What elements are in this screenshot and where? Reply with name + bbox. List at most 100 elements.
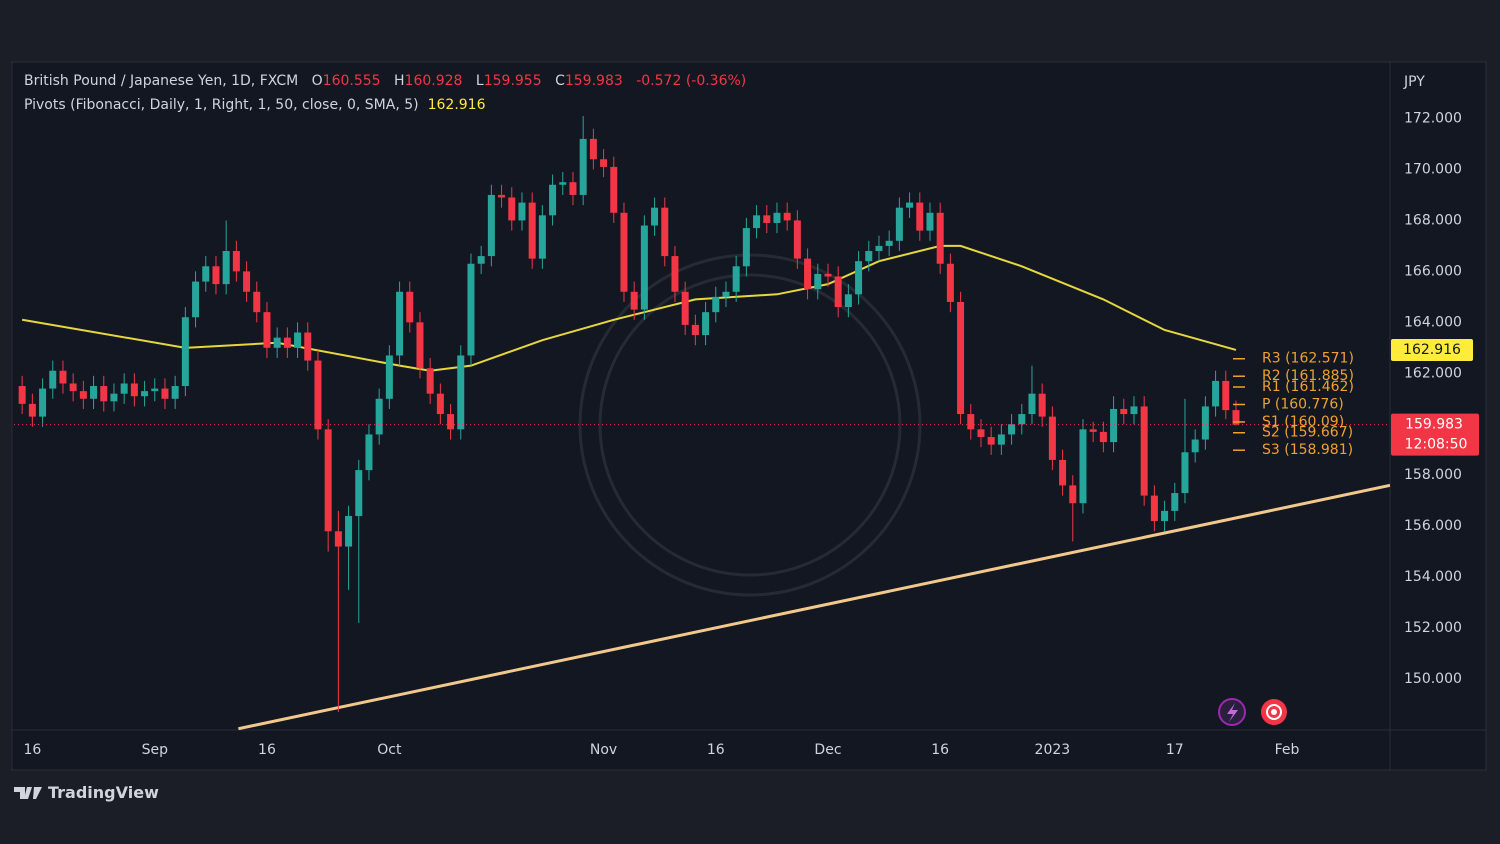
symbol: British Pound / Japanese Yen, 1D, FXCM bbox=[24, 73, 299, 89]
candle-body bbox=[1171, 493, 1179, 511]
candle-body bbox=[742, 228, 750, 267]
legend-main: British Pound / Japanese Yen, 1D, FXCM O… bbox=[24, 73, 746, 89]
y-tick-label: 150.000 bbox=[1404, 671, 1462, 687]
x-tick-label: Sep bbox=[142, 742, 169, 758]
y-tick-label: 170.000 bbox=[1404, 161, 1462, 177]
candle-body bbox=[885, 240, 893, 246]
candle-body bbox=[804, 258, 812, 290]
x-tick-label: Dec bbox=[814, 742, 841, 758]
candle-body bbox=[610, 166, 618, 213]
y-tick-label: 152.000 bbox=[1404, 620, 1462, 636]
pivot-label: R2 (161.885) bbox=[1262, 368, 1354, 384]
candle-body bbox=[1018, 414, 1026, 425]
candle-body bbox=[130, 383, 138, 397]
sma-tag bbox=[1391, 338, 1473, 361]
candle-body bbox=[793, 220, 801, 259]
candle-body bbox=[181, 317, 189, 387]
candle-body bbox=[528, 202, 536, 259]
candle-body bbox=[661, 207, 669, 257]
candle-body bbox=[865, 250, 873, 262]
y-tick-label: 168.000 bbox=[1404, 212, 1462, 228]
pivot-label: P (160.776) bbox=[1262, 396, 1344, 412]
candle-body bbox=[589, 138, 597, 160]
candle-body bbox=[1161, 510, 1169, 522]
candle-body bbox=[100, 386, 108, 402]
candle-body bbox=[243, 271, 251, 292]
x-tick-label: Nov bbox=[590, 742, 617, 758]
candle-body bbox=[620, 212, 628, 292]
candle-body bbox=[263, 312, 271, 348]
candle-body bbox=[987, 436, 995, 445]
candle-body bbox=[1181, 452, 1189, 494]
x-tick-label: 16 bbox=[707, 742, 725, 758]
candle-body bbox=[1089, 429, 1097, 432]
candle-body bbox=[508, 197, 516, 221]
candle-body bbox=[1130, 406, 1138, 415]
candle-body bbox=[1099, 431, 1107, 443]
candle-body bbox=[855, 261, 863, 295]
candle-body bbox=[294, 332, 302, 348]
change-pct: (-0.36%) bbox=[685, 73, 747, 89]
candle-body bbox=[28, 403, 36, 417]
candle-body bbox=[640, 225, 648, 310]
candle-body bbox=[1201, 406, 1209, 440]
change: -0.572 bbox=[636, 73, 682, 89]
candle-body bbox=[895, 207, 903, 241]
candle-body bbox=[334, 531, 342, 547]
candle-body bbox=[538, 215, 546, 259]
candle-body bbox=[916, 202, 924, 231]
candle-body bbox=[671, 256, 679, 292]
y-tick-label: 166.000 bbox=[1404, 263, 1462, 279]
candle-body bbox=[997, 434, 1005, 445]
candle-body bbox=[365, 434, 373, 471]
candle-body bbox=[1048, 416, 1056, 460]
pivot-label: S1 (160.09) bbox=[1262, 414, 1344, 430]
candle-body bbox=[630, 291, 638, 310]
candle-body bbox=[39, 388, 47, 417]
candle-body bbox=[385, 355, 393, 399]
candle-body bbox=[396, 291, 404, 356]
candle-body bbox=[49, 370, 57, 389]
candle-body bbox=[1069, 485, 1077, 504]
candle-body bbox=[549, 184, 557, 216]
candle-body bbox=[1212, 380, 1220, 407]
candle-body bbox=[273, 337, 281, 348]
y-tick-label: 172.000 bbox=[1404, 111, 1462, 127]
candle-body bbox=[192, 281, 200, 318]
trend-line bbox=[238, 483, 1390, 730]
candle-body bbox=[732, 266, 740, 292]
price-tag bbox=[1391, 413, 1479, 456]
x-tick-label: Feb bbox=[1275, 742, 1300, 758]
candle-body bbox=[436, 393, 444, 415]
candle-body bbox=[477, 256, 485, 264]
y-tick-label: 158.000 bbox=[1404, 467, 1462, 483]
indicator-value: 162.916 bbox=[427, 97, 486, 113]
candle-body bbox=[498, 194, 506, 198]
x-tick-label: Oct bbox=[377, 742, 402, 758]
candle-body bbox=[579, 138, 587, 195]
countdown: 12:08:50 bbox=[1405, 437, 1468, 453]
y-tick-label: 156.000 bbox=[1404, 518, 1462, 534]
candle-body bbox=[681, 291, 689, 325]
candle-body bbox=[355, 470, 363, 516]
candle-body bbox=[283, 337, 291, 348]
candle-body bbox=[824, 273, 832, 277]
chart-panel bbox=[11, 61, 1487, 771]
ohlc-name: L bbox=[475, 73, 484, 89]
candle-body bbox=[69, 383, 77, 392]
x-tick-label: 16 bbox=[23, 742, 41, 758]
x-tick-label: 16 bbox=[258, 742, 276, 758]
candle-body bbox=[773, 212, 781, 223]
candle-body bbox=[324, 429, 332, 532]
watermark bbox=[578, 253, 922, 597]
candle-body bbox=[702, 312, 710, 336]
candle-body bbox=[375, 398, 383, 435]
brand-name: TradingView bbox=[48, 783, 159, 802]
candle-body bbox=[1150, 495, 1158, 522]
candle-body bbox=[212, 266, 220, 285]
candle-body bbox=[253, 291, 261, 313]
candle-body bbox=[977, 429, 985, 437]
candle-body bbox=[447, 414, 455, 430]
